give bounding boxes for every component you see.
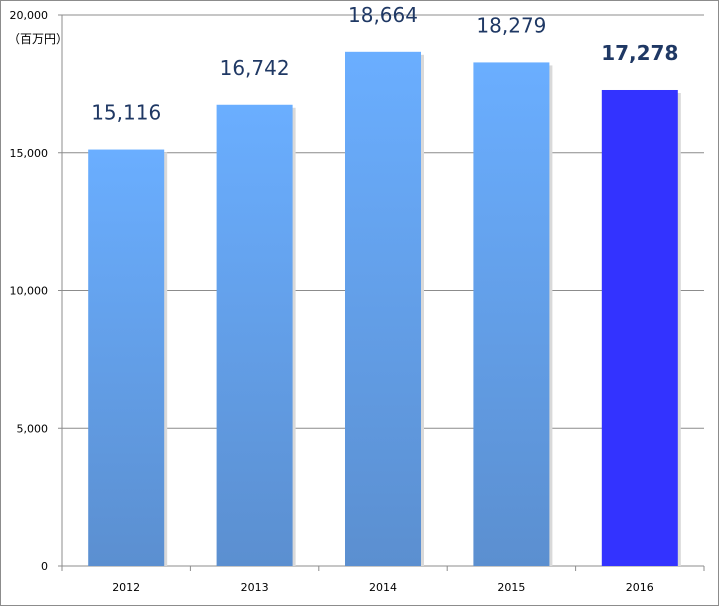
data-label: 18,664 <box>348 3 418 27</box>
bar <box>88 149 165 566</box>
y-tick-label: 0 <box>41 560 48 573</box>
data-label: 15,116 <box>91 101 161 125</box>
data-labels: 15,116 16,742 18,664 18,279 17,278 <box>91 3 678 125</box>
x-tick-label: 2016 <box>626 581 654 594</box>
bar <box>345 51 421 566</box>
data-label: 16,742 <box>220 56 290 80</box>
y-axis-ticks: 0 5,000 10,000 15,000 20,000 <box>10 9 49 573</box>
y-tick-label: 5,000 <box>17 422 49 435</box>
y-axis-unit-label: （百万円） <box>8 32 69 46</box>
x-tick-label: 2015 <box>497 581 525 594</box>
data-label: 18,279 <box>476 13 546 37</box>
bar <box>601 89 678 567</box>
y-tick-label: 15,000 <box>10 147 49 160</box>
data-label: 17,278 <box>601 41 678 65</box>
bars <box>88 51 681 567</box>
x-tick-label: 2012 <box>112 581 140 594</box>
y-tick-label: 20,000 <box>10 9 49 22</box>
x-tick-label: 2014 <box>369 581 397 594</box>
y-tick-label: 10,000 <box>10 285 49 298</box>
x-axis-ticks: 2012 2013 2014 2015 2016 <box>112 581 654 594</box>
bar <box>473 62 550 567</box>
bar <box>216 104 293 566</box>
x-tick-label: 2013 <box>241 581 269 594</box>
